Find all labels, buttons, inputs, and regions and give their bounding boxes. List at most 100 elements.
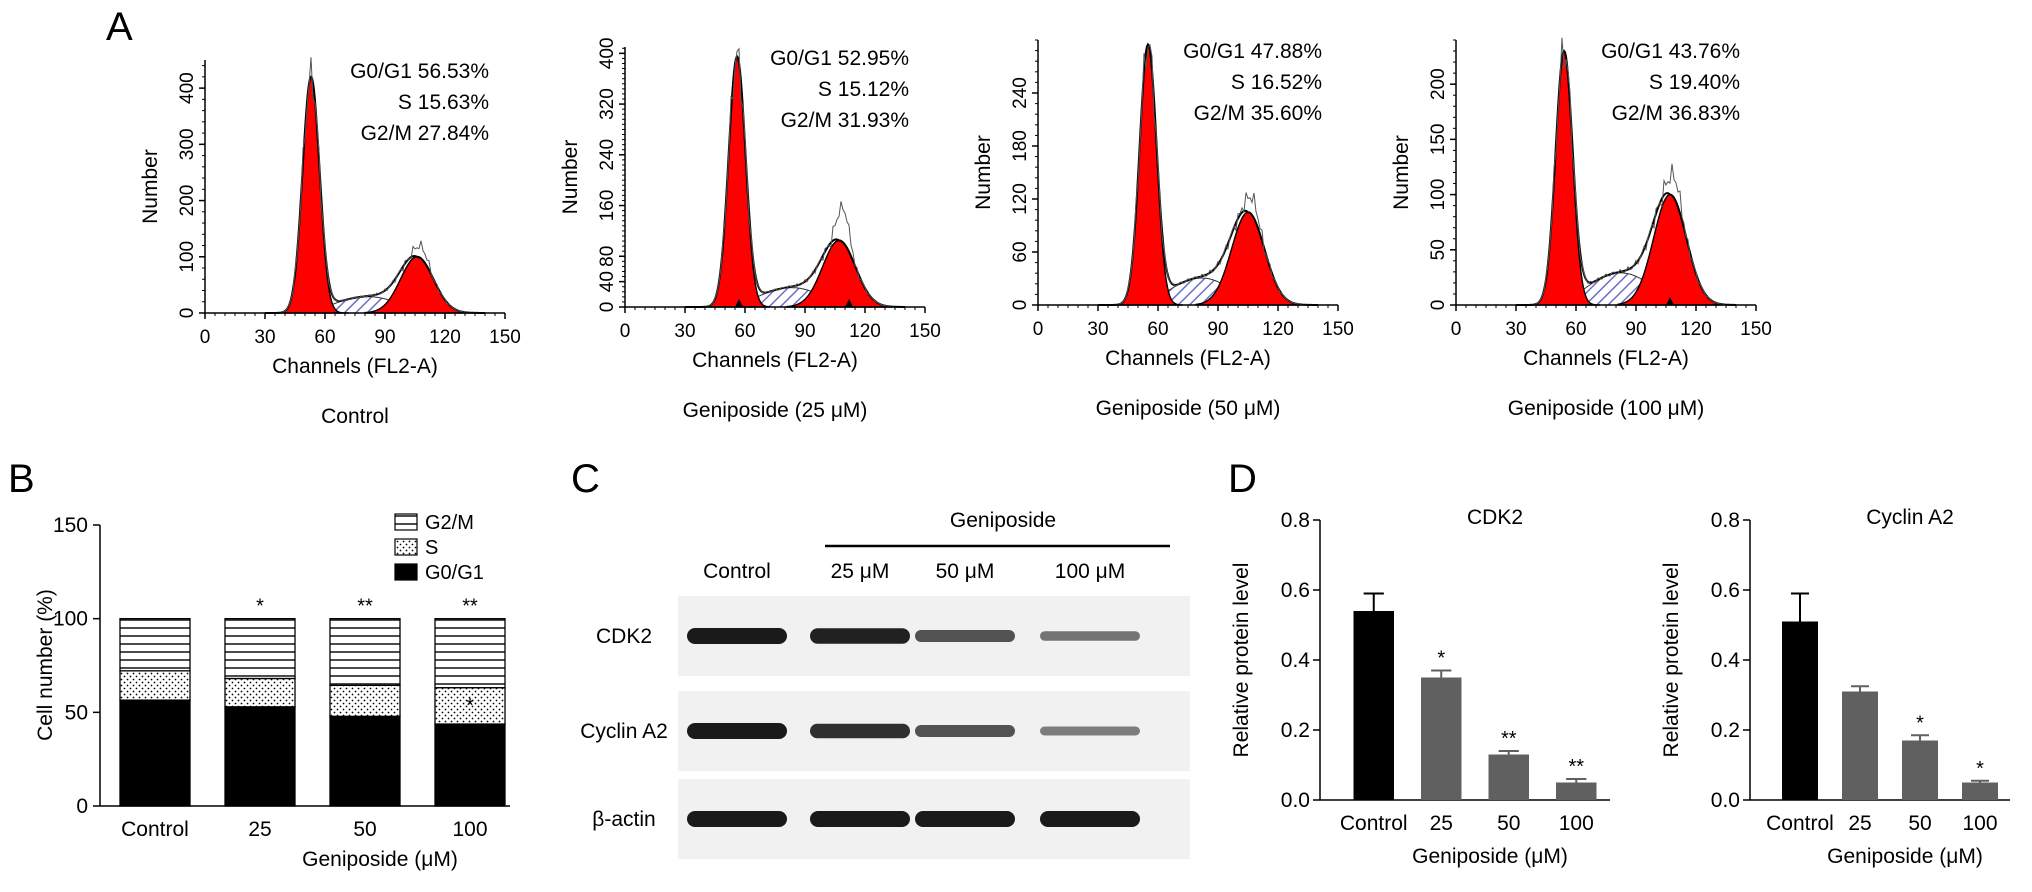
- x-tick-label: 25: [1430, 812, 1453, 835]
- x-tick-label: 150: [1322, 319, 1354, 340]
- x-tick-label: 90: [374, 327, 395, 348]
- y-tick-label: 100: [53, 608, 88, 631]
- stacked-segment-s: [119, 670, 191, 701]
- x-axis-label: Channels (FL2-A): [1523, 347, 1689, 370]
- significance-star: *: [256, 596, 264, 618]
- blot-band: [687, 811, 787, 827]
- protein-chart-1: 0.0 0.2 0.4 0.6 0.8 Relative protein level CDK…: [1230, 506, 1610, 868]
- blot-column-label: Control: [703, 560, 771, 583]
- legend-label: G0/G1: [425, 562, 484, 584]
- x-tick-label: 30: [254, 327, 275, 348]
- y-tick-label: 180: [1010, 130, 1031, 162]
- x-tick-label: 60: [314, 327, 335, 348]
- blot-band: [687, 723, 787, 739]
- blot-column-label: 50 μM: [936, 560, 995, 583]
- y-tick-label: 0: [76, 795, 88, 818]
- x-tick-label: 150: [489, 327, 521, 348]
- histogram-1: 0 30 60 90 120 150 0 100 200 300 400 Number Channels…: [139, 57, 521, 428]
- blot-band: [810, 628, 910, 644]
- x-tick-label: 0: [620, 321, 631, 342]
- y-tick-label: 400: [597, 37, 618, 69]
- phase-annotation: G2/M 36.83%: [1612, 102, 1740, 125]
- y-tick-label: 160: [597, 190, 618, 222]
- y-tick-label: 240: [1010, 77, 1031, 109]
- x-tick-label: Control: [1766, 812, 1834, 835]
- g0g1-peak: [276, 76, 349, 314]
- y-tick-label: 0: [1010, 300, 1031, 311]
- chart-title: CDK2: [1467, 506, 1523, 529]
- panel-label-a: A: [106, 5, 133, 49]
- x-tick-label: 150: [1740, 319, 1772, 340]
- x-tick-label: 60: [1565, 319, 1586, 340]
- bar: [1488, 754, 1529, 800]
- y-tick-label: 0.8: [1281, 509, 1310, 532]
- blot-row-label: CDK2: [596, 625, 652, 648]
- blot-band: [1040, 726, 1140, 736]
- x-tick-label: 100: [452, 818, 487, 841]
- significance-star: ***: [353, 750, 377, 772]
- blot-band: [915, 630, 1015, 642]
- blot-row-label: β-actin: [592, 808, 655, 831]
- chart-title: Cyclin A2: [1866, 506, 1954, 529]
- y-tick-label: 100: [177, 241, 198, 273]
- significance-star: ***: [458, 754, 482, 776]
- raw-trace: [265, 57, 485, 314]
- raw-trace: [1516, 37, 1737, 306]
- x-tick-label: 90: [1207, 319, 1228, 340]
- y-tick-label: 0.0: [1711, 789, 1740, 812]
- x-tick-label: 60: [1147, 319, 1168, 340]
- stacked-segment-g2m: [119, 618, 191, 672]
- bar: [1962, 782, 1998, 800]
- x-tick-label: Control: [1340, 812, 1408, 835]
- y-tick-label: 200: [1428, 68, 1449, 100]
- x-tick-label: 25: [248, 818, 271, 841]
- x-tick-label: 50: [353, 818, 376, 841]
- y-tick-label: 150: [53, 514, 88, 537]
- y-axis-label: Number: [139, 149, 162, 224]
- y-axis-label: Relative protein level: [1660, 563, 1683, 758]
- y-axis-label: Number: [1390, 135, 1413, 210]
- y-axis-label: Relative protein level: [1230, 563, 1253, 758]
- x-axis-label: Channels (FL2-A): [692, 349, 858, 372]
- y-tick-label: 200: [177, 185, 198, 217]
- x-axis-label: Geniposide (μM): [302, 848, 458, 871]
- y-tick-label: 0.4: [1711, 649, 1741, 672]
- panel-caption: Geniposide (50 μM): [1096, 397, 1281, 420]
- y-tick-label: 0.6: [1281, 579, 1310, 602]
- legend-swatch: [394, 538, 418, 556]
- x-tick-label: 50: [1497, 812, 1520, 835]
- g0g1-peak: [1528, 50, 1600, 306]
- stacked-segment-g0g1: [329, 715, 401, 807]
- blot-band: [687, 628, 787, 644]
- legend-swatch: [394, 513, 418, 531]
- phase-annotation: G0/G1 52.95%: [770, 47, 909, 70]
- significance-star: *: [1437, 648, 1445, 670]
- bar: [1782, 621, 1818, 800]
- histogram-panels: 0 30 60 90 120 1500100200300400NumberChannels…: [139, 37, 1772, 428]
- blot-group-label: Geniposide: [950, 509, 1056, 532]
- panel-caption: Geniposide (100 μM): [1508, 397, 1705, 420]
- y-tick-label: 60: [1010, 241, 1031, 262]
- bar: [1842, 691, 1878, 800]
- phase-annotation: G2/M 27.84%: [361, 122, 489, 145]
- panel-label-c: C: [571, 457, 600, 501]
- phase-annotation: S 16.52%: [1231, 71, 1322, 94]
- y-tick-label: 0.6: [1711, 579, 1740, 602]
- phase-annotation: G0/G1 56.53%: [350, 60, 489, 83]
- y-tick-label: 0.8: [1711, 509, 1740, 532]
- y-tick-label: 120: [1010, 183, 1031, 215]
- significance-star: **: [1568, 756, 1584, 778]
- phase-annotation: S 15.12%: [818, 78, 909, 101]
- y-tick-label: 0.0: [1281, 789, 1310, 812]
- stacked-segment-g2m: [224, 618, 296, 680]
- blot-column-label: 100 μM: [1055, 560, 1125, 583]
- legend-label: G2/M: [425, 512, 474, 534]
- y-tick-label: 50: [65, 701, 88, 724]
- bar: [1556, 782, 1597, 800]
- blot-row-label: Cyclin A2: [580, 720, 668, 743]
- y-tick-label: 0: [597, 302, 618, 313]
- bar: [1902, 740, 1938, 800]
- x-axis-label: Channels (FL2-A): [1105, 347, 1271, 370]
- bar: [1421, 677, 1462, 800]
